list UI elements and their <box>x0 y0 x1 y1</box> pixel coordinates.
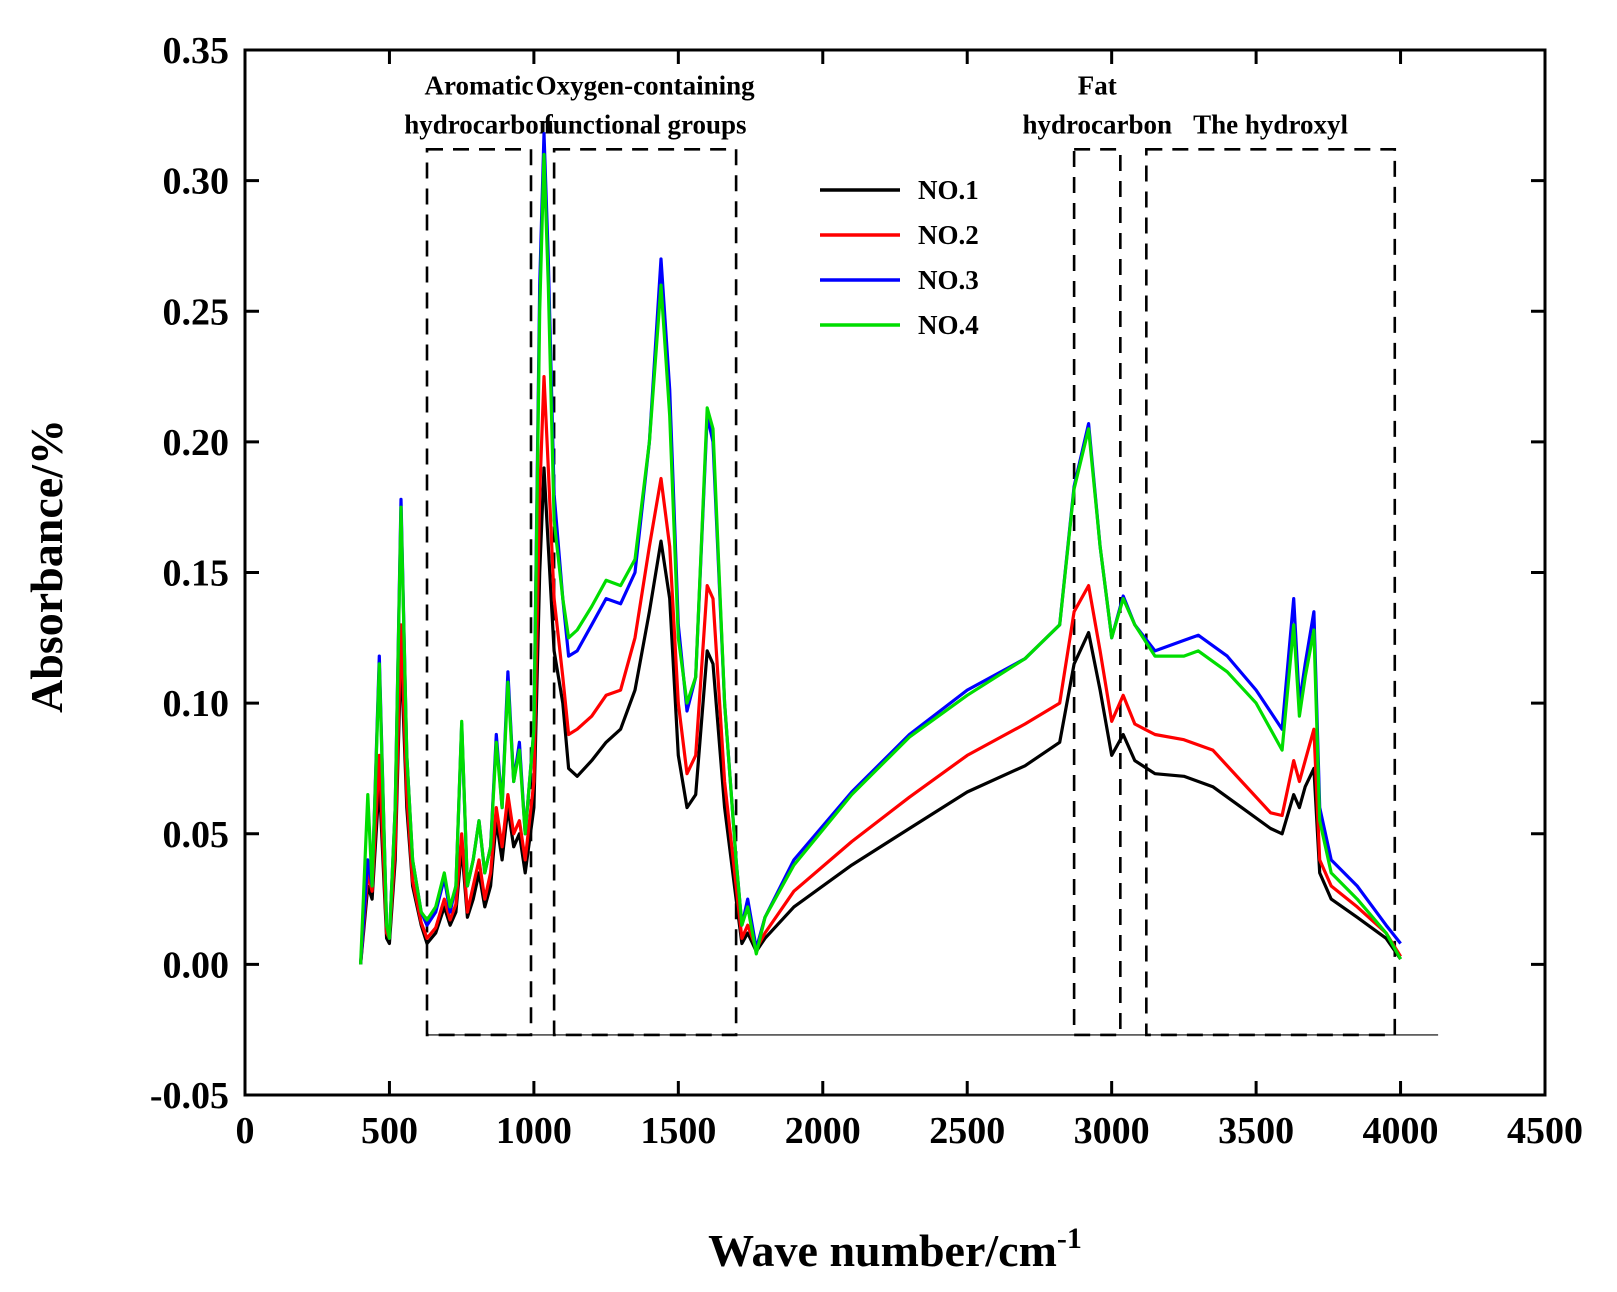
y-tick-label: 0.05 <box>163 814 230 856</box>
region-label: hydrocarbon <box>404 110 554 140</box>
region-label: Oxygen-containing <box>536 70 756 100</box>
x-tick-label: 0 <box>236 1110 255 1152</box>
x-tick-label: 2000 <box>785 1110 861 1152</box>
y-tick-label: 0.30 <box>163 161 230 203</box>
x-tick-label: 2500 <box>929 1110 1005 1152</box>
x-tick-label: 3000 <box>1074 1110 1150 1152</box>
legend-label: NO.3 <box>918 265 979 295</box>
region-box <box>1072 147 1122 1037</box>
x-tick-label: 1500 <box>640 1110 716 1152</box>
y-tick-label: 0.25 <box>163 291 230 333</box>
region-label: The hydroxyl <box>1193 110 1348 140</box>
legend-label: NO.1 <box>918 175 979 205</box>
region-label: functional groups <box>544 110 747 140</box>
y-tick-label: 0.35 <box>163 30 230 72</box>
axes: 0 500 1000 1500 2000 2500 3000 3500 4000 4500 -0.0… <box>150 30 1583 1152</box>
y-axis-title: Absorbance/% <box>21 419 72 713</box>
x-tick-label: 4000 <box>1363 1110 1439 1152</box>
x-tick-label: 4500 <box>1507 1110 1583 1152</box>
series-lines <box>359 132 1402 965</box>
series-line <box>359 375 1402 965</box>
x-tick-label: 500 <box>361 1110 418 1152</box>
region-box <box>425 147 533 1037</box>
y-tick-label: 0.20 <box>163 422 230 464</box>
legend-label: NO.2 <box>918 220 979 250</box>
y-tick-label: 0.15 <box>163 553 230 595</box>
region-boxes: Aromatic hydrocarbon Oxygen-containing func… <box>404 70 1439 1037</box>
region-label: hydrocarbon <box>1022 110 1172 140</box>
x-tick-label: 1000 <box>496 1110 572 1152</box>
series-line <box>359 466 1402 965</box>
y-tick-label: 0.00 <box>163 944 230 986</box>
y-tick-label: -0.05 <box>150 1075 229 1117</box>
region-label: Aromatic <box>425 70 534 100</box>
region-label: Fat <box>1078 70 1117 100</box>
x-axis-title: Wave number/cm-1 <box>708 1222 1082 1276</box>
plot-frame <box>243 48 1547 1097</box>
region-box <box>1145 147 1397 1037</box>
x-tick-label: 3500 <box>1218 1110 1294 1152</box>
legend: NO.1 NO.2 NO.3 NO.4 <box>820 175 979 340</box>
series-line <box>359 152 1402 965</box>
legend-label: NO.4 <box>918 310 979 340</box>
y-tick-label: 0.10 <box>163 683 230 725</box>
